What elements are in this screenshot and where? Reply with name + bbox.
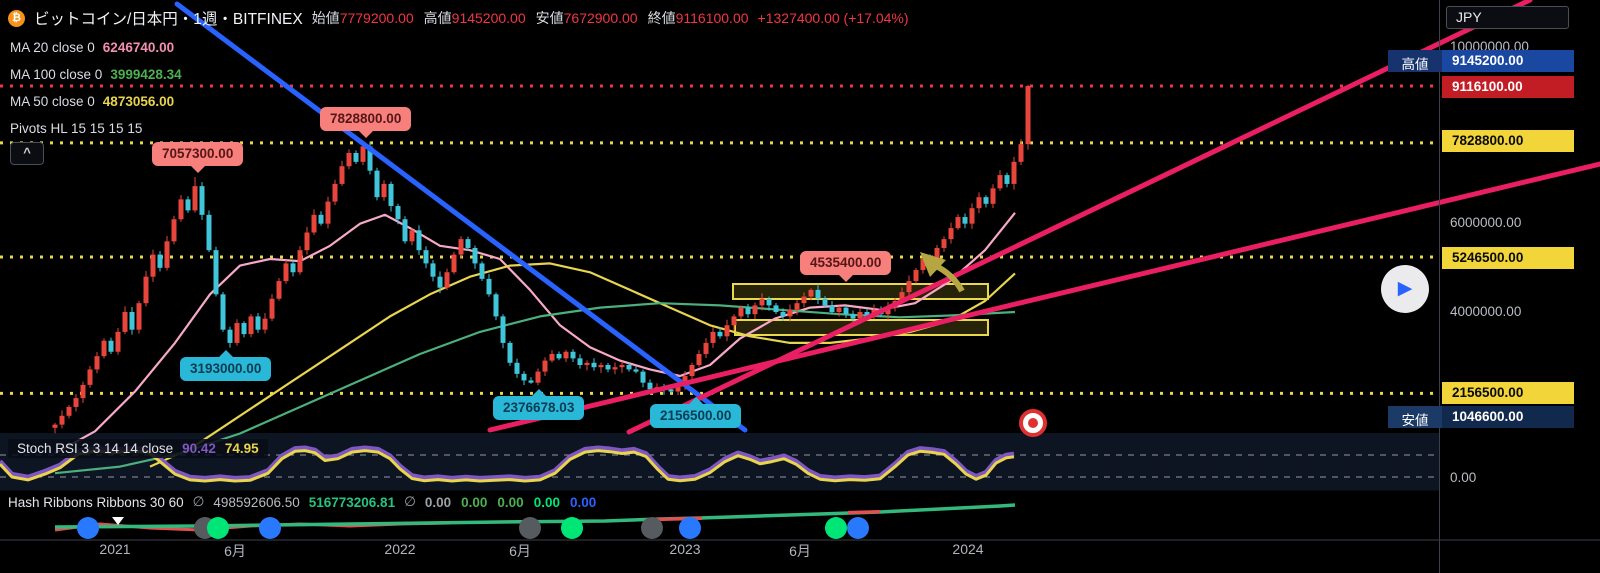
price-callout-label[interactable]: 3193000.00 (180, 350, 272, 381)
indicator-name: Pivots HL 15 15 15 15 (10, 121, 143, 136)
average-icon: ∅ (404, 494, 416, 509)
hash-value: 0.00 (569, 494, 597, 510)
arrow-drawing[interactable] (920, 252, 946, 277)
chart-header: ₿ ビットコイン/日本円・1週・BITFINEX 始値7779200.00 高値9… (8, 7, 909, 29)
price-callout-label[interactable]: 2156500.00 (650, 397, 742, 428)
hash-value: 0.00 (533, 494, 560, 510)
ohlc-pair: 始値7779200.00 (311, 10, 414, 26)
hash-value: 0.00 (424, 494, 452, 510)
hash-avg2-value: 516773206.81 (308, 494, 396, 510)
target-point-center (1028, 418, 1038, 428)
hash-signal-marker (561, 517, 583, 539)
hash-signal-marker (641, 517, 663, 539)
hash-avg1-value: 498592606.50 (213, 494, 300, 510)
price-axis-badge: 9116100.00 (1442, 76, 1574, 98)
price-axis-tick: 4000000.00 (1450, 304, 1522, 319)
indicator-name: MA 20 close 0 (10, 40, 95, 55)
hash-signal-marker (207, 517, 229, 539)
price-axis-tick: 0.00 (1450, 470, 1477, 485)
time-axis-label: 6月 (789, 543, 811, 559)
indicator-row-1[interactable]: MA 20 close 0 6246740.00 (10, 40, 174, 55)
time-axis-label: 2023 (669, 541, 701, 557)
stoch-rsi-legend[interactable]: Stoch RSI 3 3 14 14 close 90.42 74.95 (8, 439, 268, 458)
price-callout-label[interactable]: 2376678.03 (493, 389, 585, 420)
average-icon: ∅ (192, 494, 205, 509)
trendline-blue-descending[interactable] (174, 1, 748, 433)
hash-ribbon-red-segment (847, 510, 881, 515)
stoch-rsi-label: Stoch RSI 3 3 14 14 close (17, 441, 174, 456)
time-axis-label: 2022 (384, 541, 416, 557)
ma-20-line[interactable] (54, 212, 1016, 455)
ohlc-values: 始値7779200.00 高値9145200.00 安値7672900.00 終値91… (312, 8, 749, 28)
hash-signal-marker (847, 517, 869, 539)
hash-signal-marker (259, 517, 281, 539)
hash-zero-values: 0.00 0.00 0.00 0.00 0.00 (425, 495, 596, 510)
ohlc-pair: 安値7672900.00 (535, 10, 638, 26)
stoch-k-value: 90.42 (182, 441, 216, 456)
zone-box-drawing[interactable] (732, 283, 989, 300)
time-axis-label: 2021 (99, 541, 131, 557)
stoch-d-value: 74.95 (224, 441, 259, 456)
arrow-drawing-tail[interactable] (934, 263, 965, 293)
ohlc-pair: 高値9145200.00 (423, 10, 526, 26)
hash-signal-marker (519, 517, 541, 539)
indicator-row-2[interactable]: MA 100 close 0 3999428.34 (10, 67, 182, 82)
indicator-value: 6246740.00 (102, 40, 175, 55)
change-value: +1327400.00 (+17.04%) (757, 10, 909, 26)
price-callout-label[interactable]: 7057300.00 (152, 142, 244, 173)
replay-play-button[interactable]: ▶ (1381, 265, 1429, 313)
indicator-row-3[interactable]: MA 50 close 0 4873056.00 (10, 94, 174, 109)
price-axis-badge: 5246500.00 (1442, 247, 1574, 269)
indicator-value: 3999428.34 (110, 67, 182, 82)
price-callout-label[interactable]: 7828800.00 (320, 107, 412, 138)
ohlc-pair: 終値9116100.00 (647, 10, 749, 26)
price-axis-badge: 1046600.00 (1442, 406, 1574, 428)
time-axis-label: 2024 (952, 541, 984, 557)
stoch-d-line (0, 449, 1015, 483)
time-axis-label: 6月 (509, 543, 531, 559)
hash-signal-marker (825, 517, 847, 539)
bitcoin-icon: ₿ (8, 9, 25, 27)
collapse-legend-button[interactable]: ^ (10, 142, 44, 165)
indicator-name: MA 50 close 0 (10, 94, 95, 109)
time-axis-label: 6月 (224, 543, 246, 559)
time-axis-bg (0, 540, 1600, 573)
stoch-k-line (0, 445, 1015, 481)
price-callout-label[interactable]: 4535400.00 (800, 251, 892, 282)
indicator-value: 4873056.00 (102, 94, 175, 109)
trendline-pink-shallow[interactable] (487, 161, 1600, 433)
price-axis-badge: 2156500.00 (1442, 382, 1574, 404)
price-axis-badge: 9145200.00 (1442, 50, 1574, 72)
hash-ribbons-label: Hash Ribbons Ribbons 30 60 (8, 494, 184, 510)
hash-ribbons-legend[interactable]: Hash Ribbons Ribbons 30 60 ∅ 498592606.5… (8, 494, 596, 510)
indicator-row-4[interactable]: Pivots HL 15 15 15 15 (10, 121, 142, 136)
currency-toggle-button[interactable]: JPY (1446, 6, 1569, 29)
price-axis-badge: 7828800.00 (1442, 130, 1574, 152)
price-axis-tag-badge: 高値 (1388, 50, 1442, 72)
symbol-title[interactable]: ビットコイン/日本円・1週・BITFINEX (34, 11, 303, 28)
hash-buy-triangle (112, 517, 124, 525)
hash-value: 0.00 (461, 494, 488, 510)
hash-value: 0.00 (497, 494, 524, 510)
price-axis-tick: 6000000.00 (1450, 215, 1522, 230)
price-axis-tag-badge: 安値 (1388, 406, 1442, 428)
indicator-name: MA 100 close 0 (10, 67, 103, 82)
hash-signal-marker (679, 517, 701, 539)
hash-signal-marker (77, 517, 99, 539)
